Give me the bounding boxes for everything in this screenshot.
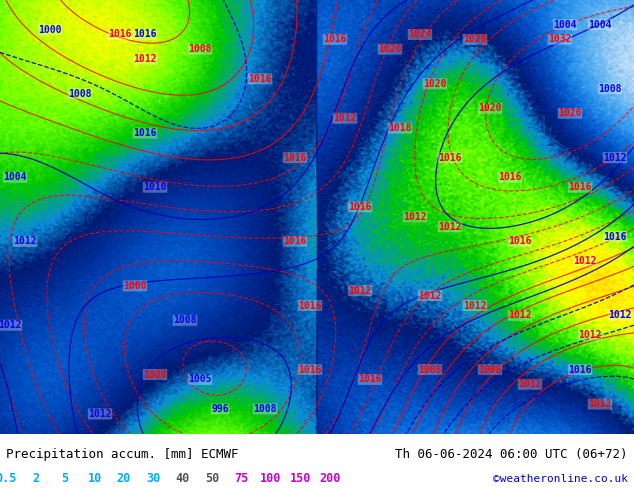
Text: 2: 2 [32,472,39,485]
Text: 1028: 1028 [463,34,487,45]
Text: Th 06-06-2024 06:00 UTC (06+72): Th 06-06-2024 06:00 UTC (06+72) [395,448,628,461]
Text: 1004: 1004 [3,172,27,182]
Text: 1000: 1000 [143,369,167,380]
Text: 1012: 1012 [438,221,462,232]
Text: 1010: 1010 [143,182,167,192]
Text: 1016: 1016 [568,182,592,192]
Text: 1012: 1012 [573,256,597,266]
Text: 1016: 1016 [283,237,307,246]
Text: 1016: 1016 [438,153,462,163]
Text: 1012: 1012 [578,330,602,340]
Text: 1008: 1008 [418,365,442,374]
Text: 1016: 1016 [298,365,321,374]
Text: 1016: 1016 [568,365,592,374]
Text: 1016: 1016 [508,237,532,246]
Text: Precipitation accum. [mm] ECMWF: Precipitation accum. [mm] ECMWF [6,448,239,461]
Text: 1012: 1012 [13,237,37,246]
Text: 1004: 1004 [588,20,612,29]
Text: 1020: 1020 [478,103,501,113]
Text: 100: 100 [260,472,281,485]
Text: 1016: 1016 [603,232,627,242]
Text: 1012: 1012 [608,310,631,320]
Text: 1000: 1000 [123,281,146,291]
Text: 1016: 1016 [323,34,347,45]
Text: 1012: 1012 [348,286,372,296]
Text: 5: 5 [61,472,68,485]
Text: 20: 20 [117,472,131,485]
Text: 1012: 1012 [518,379,541,390]
Text: 1012: 1012 [403,212,427,222]
Text: 1020: 1020 [378,44,402,54]
Text: 1012: 1012 [0,320,22,330]
Text: ©weatheronline.co.uk: ©weatheronline.co.uk [493,474,628,484]
Text: 1024: 1024 [408,29,432,40]
Text: 1005: 1005 [188,374,212,385]
Text: 150: 150 [290,472,311,485]
Text: 1008: 1008 [68,89,92,98]
Text: 40: 40 [176,472,190,485]
Text: 75: 75 [235,472,249,485]
Text: 1016: 1016 [283,153,307,163]
Text: 50: 50 [205,472,219,485]
Text: 1020: 1020 [424,79,447,89]
Text: 1016: 1016 [298,300,321,311]
Text: 200: 200 [319,472,340,485]
Text: 1004: 1004 [553,20,577,29]
Text: 1016: 1016 [498,172,522,182]
Text: 1008: 1008 [478,365,501,374]
Text: 1012: 1012 [133,54,157,64]
Text: 1016: 1016 [108,29,132,40]
Text: 1016: 1016 [133,128,157,138]
Text: 1012: 1012 [463,300,487,311]
Text: 1016: 1016 [133,29,157,40]
Text: 1016: 1016 [358,374,382,385]
Text: 1012: 1012 [333,113,357,123]
Text: 1008: 1008 [598,84,622,94]
Text: 1032: 1032 [548,34,572,45]
Text: 1018: 1018 [388,123,411,133]
Text: 1012: 1012 [603,153,627,163]
Text: 1008: 1008 [173,315,197,325]
Text: 1008: 1008 [188,44,212,54]
Text: 1008: 1008 [253,404,277,414]
Text: 30: 30 [146,472,160,485]
Text: 1012: 1012 [588,399,612,409]
Text: 996: 996 [211,404,229,414]
Text: 1012: 1012 [418,291,442,301]
Text: 1012: 1012 [508,310,532,320]
Text: 1000: 1000 [38,24,61,35]
Text: 1016: 1016 [348,202,372,212]
Text: 1012: 1012 [88,409,112,419]
Text: 1020: 1020 [559,108,582,119]
Text: 0.5: 0.5 [0,472,17,485]
Text: 1016: 1016 [249,74,272,84]
Text: 10: 10 [87,472,101,485]
